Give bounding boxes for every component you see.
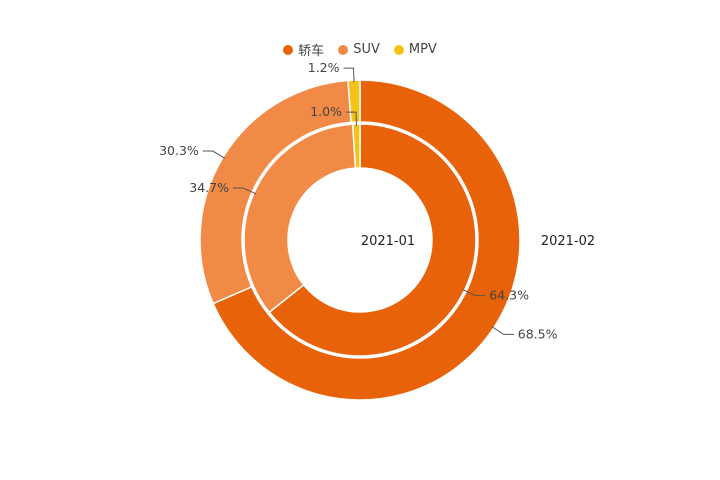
inner-label-sedan: 64.3% xyxy=(489,288,529,303)
outer-label-suv: 30.3% xyxy=(159,143,199,158)
legend-item-suv[interactable]: SUV xyxy=(338,40,380,59)
outer-label-sedan: 68.5% xyxy=(518,326,558,341)
inner-slice-sedan[interactable] xyxy=(268,123,477,357)
legend-label-suv: SUV xyxy=(353,42,380,57)
inner-leader-suv xyxy=(233,187,257,195)
inner-leader-sedan xyxy=(462,289,486,297)
inner-label-mpv: 1.0% xyxy=(310,104,342,119)
outer-slice-sedan[interactable] xyxy=(212,79,521,401)
inner-slice-suv[interactable] xyxy=(243,123,357,314)
outer-leader-sedan xyxy=(491,326,514,335)
inner-ring-2021-01 xyxy=(243,123,477,357)
outer-leader-mpv xyxy=(343,67,355,83)
legend-swatch-suv xyxy=(338,44,349,55)
outer-leader-suv xyxy=(202,150,226,159)
legend-swatch-mpv xyxy=(393,44,404,55)
legend-label-sedan: 轿车 xyxy=(298,44,325,59)
legend-swatch-sedan xyxy=(283,44,294,55)
inner-ring-caption: 2021-01 xyxy=(361,234,415,249)
inner-leader-mpv xyxy=(345,111,357,127)
chart-legend: 轿车 SUV MPV xyxy=(0,40,720,59)
legend-label-mpv: MPV xyxy=(408,42,437,57)
legend-item-sedan[interactable]: 轿车 xyxy=(283,40,324,59)
outer-ring-2021-02 xyxy=(199,79,521,401)
legend-item-mpv[interactable]: MPV xyxy=(393,40,437,59)
slice-labels: 64.3% 34.7% 1.0% 68.5% 30.3% 1.2% xyxy=(159,60,558,341)
inner-slice-mpv[interactable] xyxy=(351,123,361,169)
inner-label-suv: 34.7% xyxy=(189,180,229,195)
outer-label-mpv: 1.2% xyxy=(308,60,340,75)
outer-ring-caption: 2021-02 xyxy=(541,234,595,249)
